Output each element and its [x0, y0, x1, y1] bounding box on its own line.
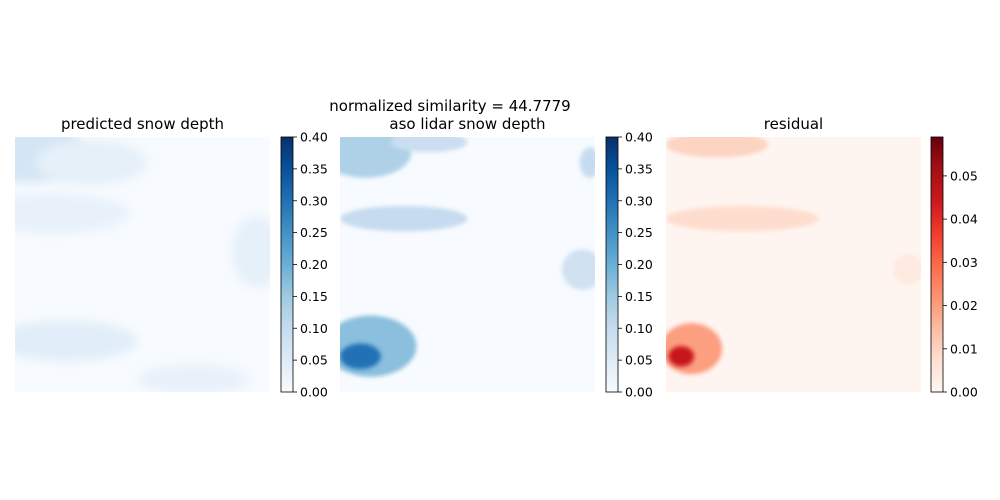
colorbar-tick-label: 0.30 — [625, 193, 653, 208]
heatmap-patch — [137, 363, 250, 392]
colorbar-tick-label: 0.05 — [625, 353, 653, 368]
heatmap-image — [666, 137, 921, 375]
colorbar-tick-label: 0.04 — [950, 212, 978, 227]
colorbar-tick-label: 0.40 — [625, 130, 653, 145]
colorbar — [605, 136, 619, 393]
heatmap-patch — [15, 320, 138, 362]
heatmap-patch — [35, 139, 148, 186]
figure-suptitle: normalized similarity = 44.7779 — [329, 97, 570, 115]
colorbar-tick-label: 0.10 — [625, 321, 653, 336]
colorbar-tick-label: 0.02 — [950, 298, 978, 313]
heatmap-patch — [231, 216, 270, 288]
colorbar-tick-label: 0.01 — [950, 341, 978, 356]
colorbar-ticks: 0.00 0.05 0.10 0.15 0.20 0.25 0.30 0.35 0.40 — [293, 130, 328, 400]
heatmap-patch — [340, 137, 412, 178]
colorbar-tick-label: 0.25 — [300, 225, 328, 240]
colorbar-ticks: 0.00 0.05 0.10 0.15 0.20 0.25 0.30 0.35 0.40 — [618, 130, 653, 400]
colorbar-tick-label: 0.10 — [300, 321, 328, 336]
colorbar-tick-label: 0.00 — [300, 385, 328, 400]
panel-title: predicted snow depth — [61, 115, 224, 133]
panel-predicted: predicted snow depth 0.00 0.05 0.10 0.15 0.2… — [15, 115, 328, 400]
colorbar-tick-label: 0.00 — [625, 385, 653, 400]
heatmap-image — [340, 137, 595, 377]
heatmap-patch — [666, 137, 768, 158]
heatmap-patch — [668, 346, 695, 367]
colorbar — [280, 136, 294, 393]
colorbar-tick-label: 0.30 — [300, 193, 328, 208]
panel-residual: residual 0.00 0.01 0.02 0.03 0.04 0.05 — [666, 115, 978, 400]
heatmap-patch — [666, 205, 819, 232]
colorbar-tick-label: 0.15 — [625, 289, 653, 304]
heatmap-patch — [15, 193, 130, 234]
colorbar-tick-label: 0.25 — [625, 225, 653, 240]
colorbar-tick-label: 0.35 — [300, 161, 328, 176]
colorbar-tick-label: 0.15 — [300, 289, 328, 304]
colorbar-tick-label: 0.40 — [300, 130, 328, 145]
heatmap-patch — [666, 323, 723, 375]
colorbar-tick-label: 0.05 — [300, 353, 328, 368]
panel-title: residual — [764, 115, 823, 133]
colorbar-tick-label: 0.20 — [300, 257, 328, 272]
heatmap-patch — [892, 254, 921, 285]
heatmap-patch — [340, 343, 381, 370]
colorbar-tick-label: 0.00 — [950, 385, 978, 400]
heatmap-image — [15, 137, 270, 392]
heatmap-patch — [579, 147, 595, 178]
heatmap-patch — [561, 249, 595, 290]
panel-lidar: aso lidar snow depth 0.00 0.05 0.10 0.15 0.2… — [340, 115, 653, 400]
colorbar-tick-label: 0.20 — [625, 257, 653, 272]
colorbar-tick-label: 0.03 — [950, 255, 978, 270]
colorbar-tick-label: 0.35 — [625, 161, 653, 176]
colorbar — [930, 136, 944, 393]
colorbar-ticks: 0.00 0.01 0.02 0.03 0.04 0.05 — [943, 168, 978, 400]
heatmap-patch — [391, 137, 468, 153]
panel-title: aso lidar snow depth — [389, 115, 545, 133]
heatmap-patch — [340, 205, 468, 232]
colorbar-tick-label: 0.05 — [950, 168, 978, 183]
